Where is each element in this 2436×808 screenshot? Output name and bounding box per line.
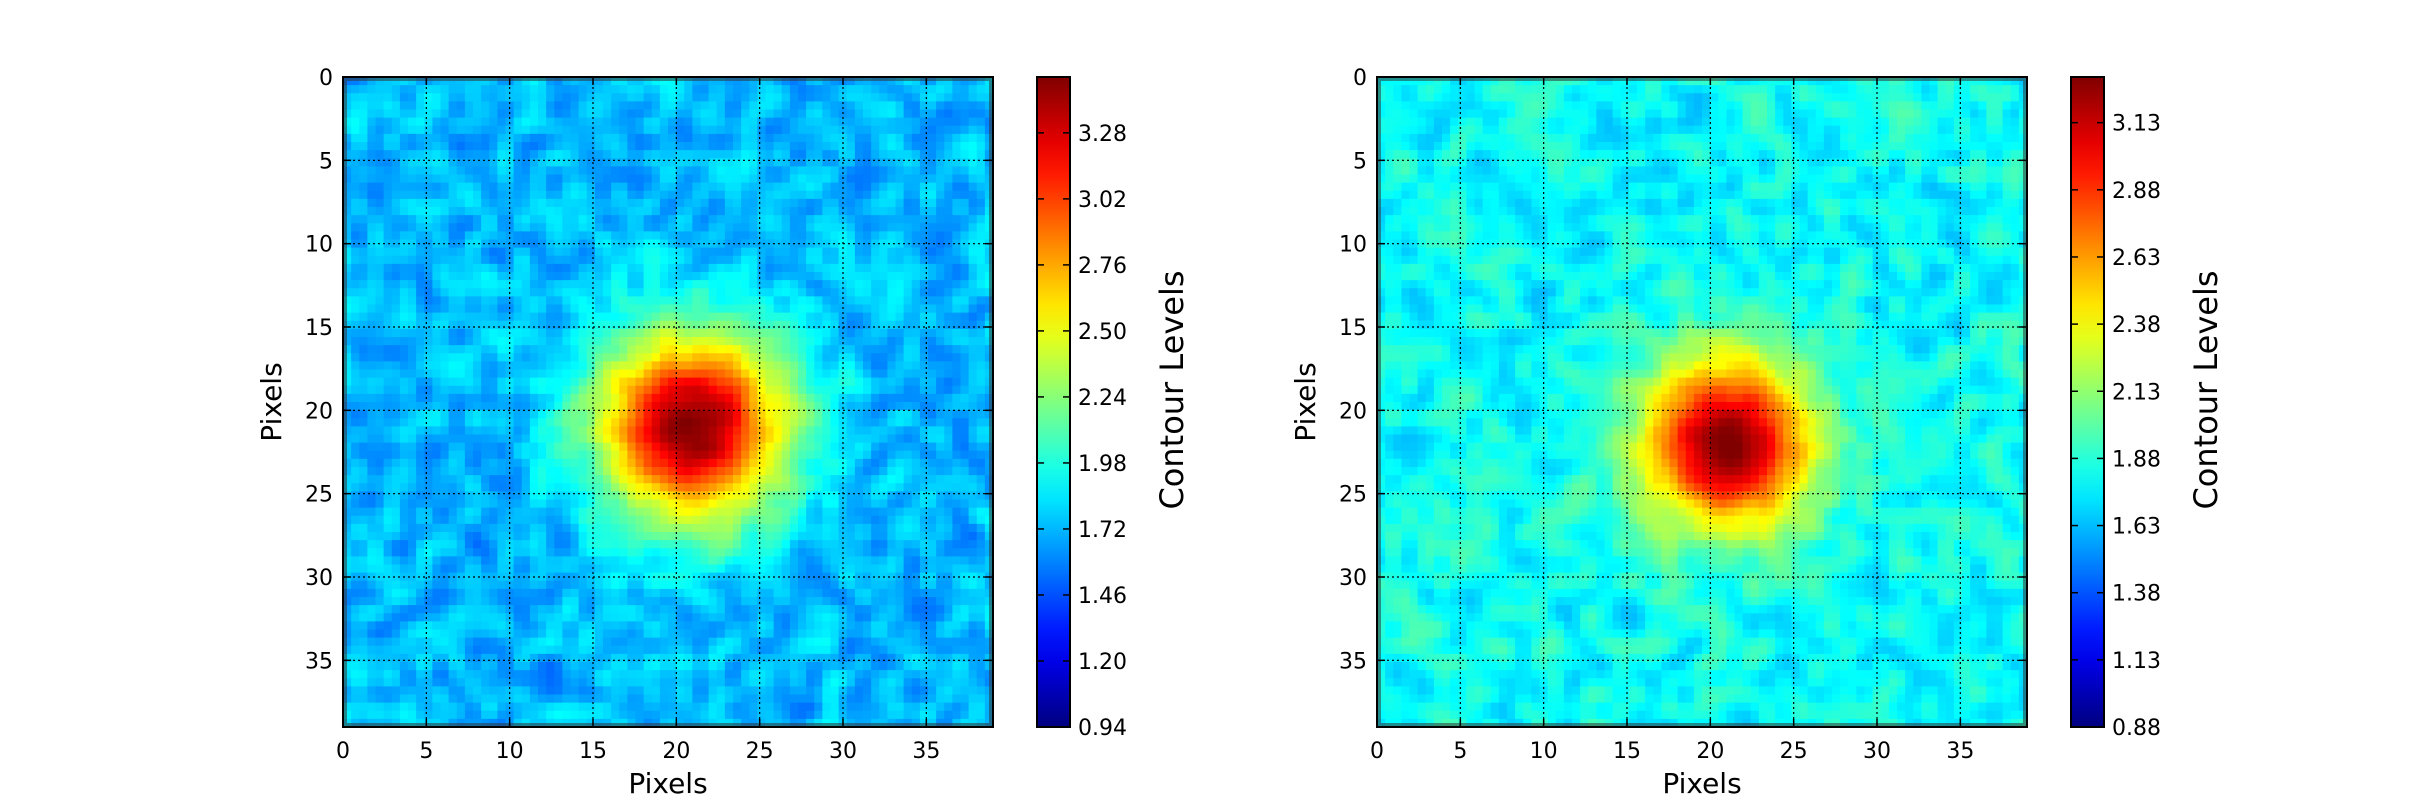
y-tick-label: 10 [1339, 233, 1367, 258]
colorbar: 0.94 1.20 1.46 1.72 1.98 2.24 2.50 2.76 3.02 3.28… [1036, 76, 1191, 741]
x-tick-label: 10 [496, 739, 524, 764]
colorbar-tick-label: 2.24 [1078, 386, 1127, 411]
y-tick-label: 15 [305, 316, 333, 341]
heatmap-panel-right: 0 5 10 15 20 25 30 35 0 5 10 15 20 25 30 35 Pixels Pixels… [1289, 66, 2225, 800]
colorbar-tick-label: 0.88 [2112, 716, 2161, 741]
x-tick-label: 20 [662, 739, 690, 764]
colorbar-tick-label: 3.28 [1078, 122, 1127, 147]
heatmap-field [1377, 77, 2027, 727]
x-tick-label: 35 [1946, 739, 1974, 764]
colorbar-tick-label: 2.13 [2112, 380, 2161, 405]
colorbar-tick-label: 1.20 [1078, 650, 1127, 675]
y-tick-label: 15 [1339, 316, 1367, 341]
y-tick-label: 5 [319, 149, 333, 174]
x-tick-label: 20 [1696, 739, 1724, 764]
y-tick-label: 20 [305, 399, 333, 424]
plot-frame [342, 76, 994, 728]
y-tick-label: 30 [305, 566, 333, 591]
x-tick-label: 0 [1370, 739, 1384, 764]
y-tick-label: 20 [1339, 399, 1367, 424]
colorbar-tick-label: 1.63 [2112, 515, 2161, 540]
colorbar-tick-label: 1.38 [2112, 582, 2161, 607]
colorbar-label: Contour Levels [1153, 270, 1191, 509]
colorbar-gradient [2070, 76, 2105, 728]
x-axis-label: Pixels [628, 767, 707, 800]
grid-lines [1377, 77, 2027, 727]
x-tick-label: 0 [336, 739, 350, 764]
y-tick-label: 0 [319, 66, 333, 91]
x-tick-label: 10 [1530, 739, 1558, 764]
colorbar-label: Contour Levels [2187, 270, 2225, 509]
x-tick-label: 30 [1863, 739, 1891, 764]
colorbar-gradient [1036, 76, 1071, 728]
heatmap-panel-left: 0 5 10 15 20 25 30 35 0 5 10 15 20 25 30 35 Pixels Pixels… [255, 66, 1191, 800]
colorbar-tick-label: 2.38 [2112, 313, 2161, 338]
colorbar-tick-label: 3.02 [1078, 188, 1127, 213]
y-axis-label: Pixels [255, 362, 288, 441]
grid-lines [343, 77, 993, 727]
y-tick-label: 10 [305, 233, 333, 258]
heatmap-field [343, 77, 993, 727]
x-tick-label: 15 [579, 739, 607, 764]
x-tick-label: 25 [746, 739, 774, 764]
colorbar-tick-label: 2.76 [1078, 254, 1127, 279]
colorbar-tick-label: 1.72 [1078, 518, 1127, 543]
colorbar-tick-label: 3.13 [2112, 112, 2161, 137]
x-tick-label: 35 [912, 739, 940, 764]
colorbar-tick-label: 2.88 [2112, 179, 2161, 204]
colorbar-tick-label: 1.88 [2112, 447, 2161, 472]
colorbar-tick-label: 1.13 [2112, 649, 2161, 674]
x-tick-label: 25 [1780, 739, 1808, 764]
y-tick-label: 5 [1353, 149, 1367, 174]
x-tick-label: 5 [419, 739, 433, 764]
x-tick-label: 30 [829, 739, 857, 764]
colorbar-tick-label: 0.94 [1078, 716, 1127, 741]
y-tick-label: 35 [305, 649, 333, 674]
y-tick-label: 0 [1353, 66, 1367, 91]
plot-frame [1376, 76, 2028, 728]
colorbar-tick-label: 1.46 [1078, 584, 1127, 609]
colorbar-tick-label: 2.50 [1078, 320, 1127, 345]
y-axis-label: Pixels [1289, 362, 1322, 441]
y-tick-label: 25 [305, 483, 333, 508]
y-tick-label: 25 [1339, 483, 1367, 508]
x-axis-label: Pixels [1662, 767, 1741, 800]
y-tick-label: 35 [1339, 649, 1367, 674]
colorbar: 0.88 1.13 1.38 1.63 1.88 2.13 2.38 2.63 2.88 3.13… [2070, 76, 2225, 741]
x-tick-label: 5 [1453, 739, 1467, 764]
colorbar-tick-label: 1.98 [1078, 452, 1127, 477]
colorbar-tick-label: 2.63 [2112, 246, 2161, 271]
x-tick-label: 15 [1613, 739, 1641, 764]
y-tick-label: 30 [1339, 566, 1367, 591]
